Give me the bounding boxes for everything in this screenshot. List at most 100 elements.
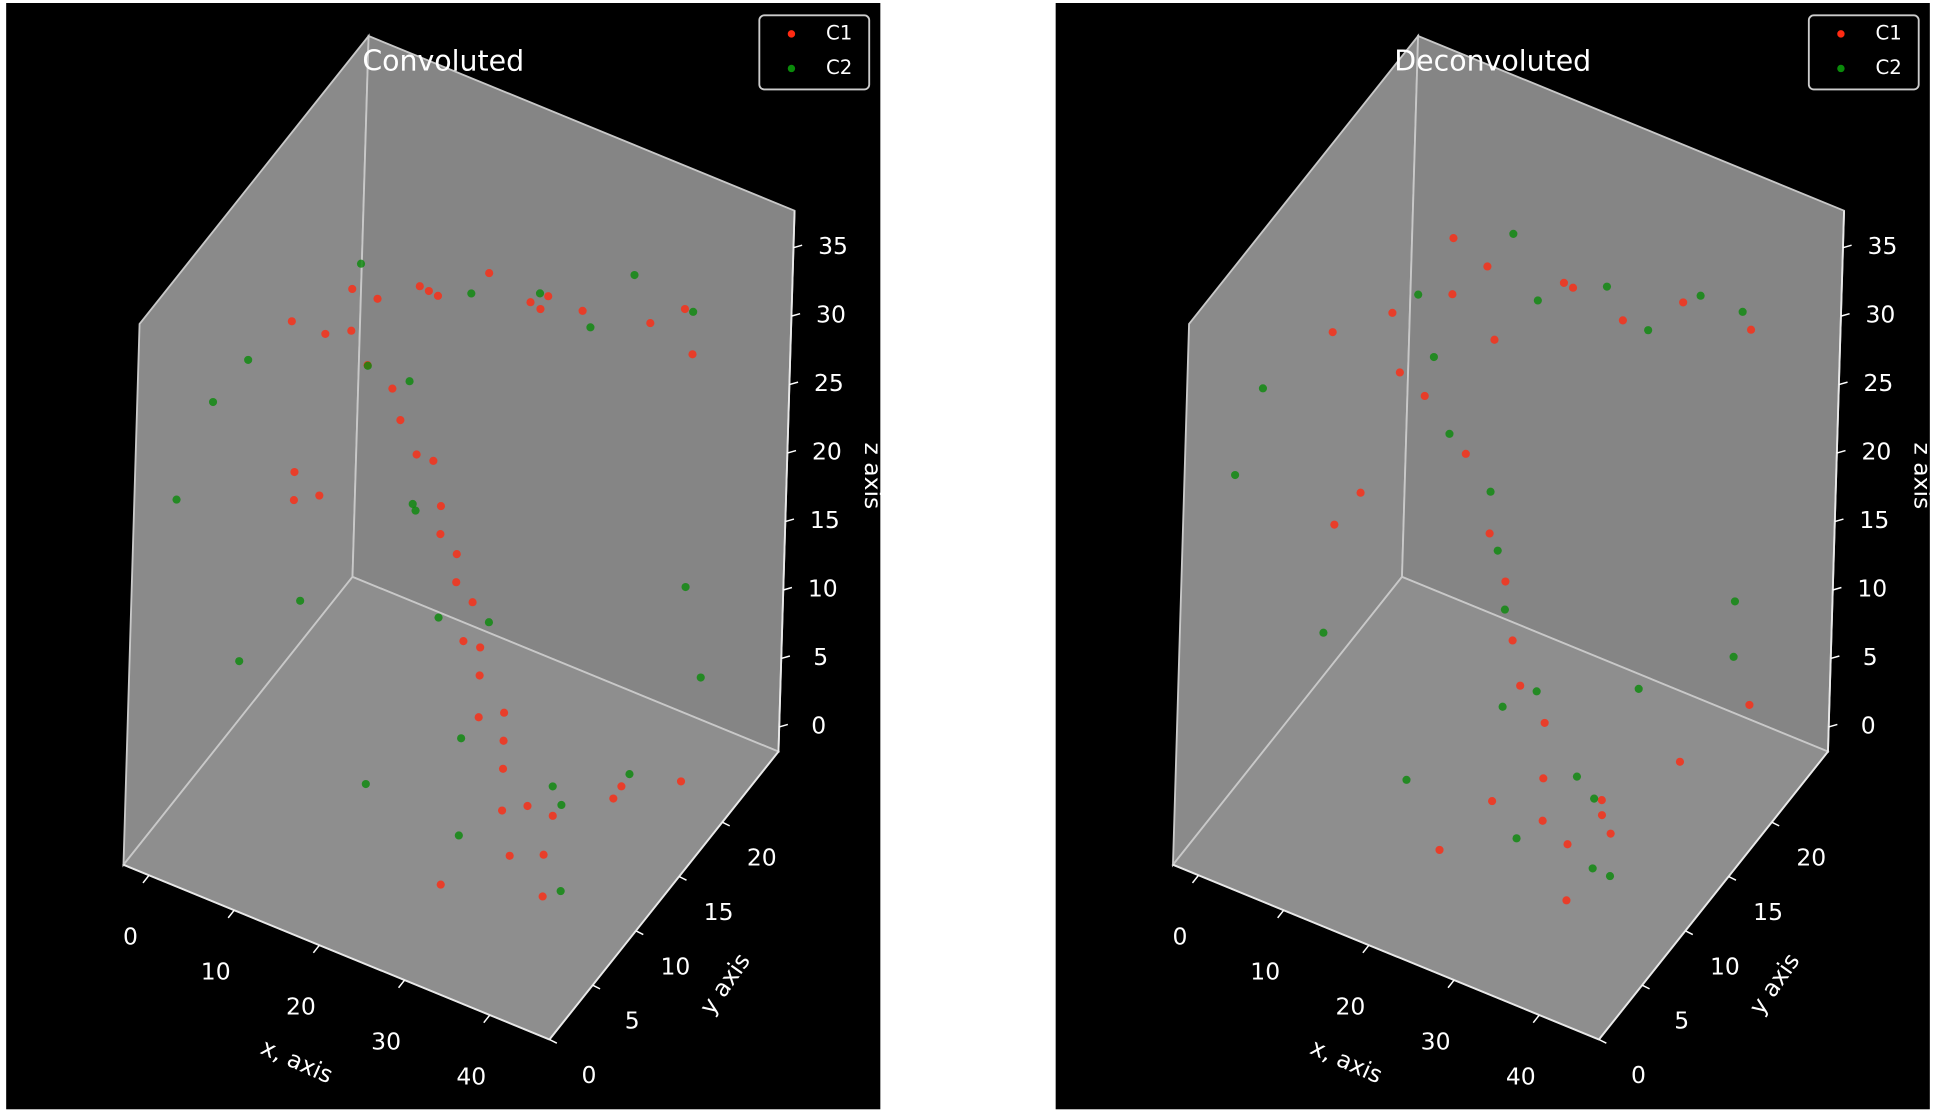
- z-tick: [791, 312, 801, 317]
- legend-marker: [1837, 64, 1845, 73]
- point: [348, 284, 357, 294]
- point: [459, 637, 468, 646]
- point: [1746, 325, 1756, 334]
- point: [1483, 262, 1492, 271]
- point: [1414, 290, 1423, 299]
- point: [1597, 796, 1606, 805]
- point: [363, 361, 372, 370]
- point: [1572, 772, 1582, 781]
- legend-marker: [787, 30, 796, 38]
- point: [1420, 391, 1429, 401]
- point: [361, 779, 370, 789]
- point: [476, 643, 485, 652]
- point: [1540, 718, 1549, 727]
- z-tick-label: 0: [1861, 711, 1876, 739]
- point: [578, 306, 587, 315]
- z-tick: [1828, 723, 1838, 728]
- z-tick: [793, 244, 803, 249]
- y-tick-label: 15: [1753, 898, 1783, 926]
- point: [536, 304, 545, 314]
- point: [429, 456, 438, 465]
- point: [405, 377, 414, 386]
- point: [505, 851, 514, 860]
- y-tick: [1641, 984, 1650, 990]
- z-tick-label: 10: [808, 574, 838, 602]
- y-tick-label: 0: [581, 1061, 596, 1089]
- z-tick-label: 20: [1861, 438, 1891, 466]
- legend-label: C1: [1876, 21, 1902, 44]
- point: [1606, 829, 1615, 838]
- z-tick: [1840, 312, 1850, 317]
- point: [1738, 307, 1747, 316]
- y-tick: [678, 875, 687, 881]
- point: [373, 294, 382, 303]
- y-tick-label: 0: [1631, 1061, 1646, 1089]
- point: [1568, 283, 1578, 292]
- x-tick-label: 10: [201, 958, 231, 986]
- x-tick: [1191, 874, 1200, 884]
- z-tick: [785, 518, 795, 523]
- point: [1532, 687, 1541, 696]
- point: [689, 307, 698, 316]
- y-tick: [721, 821, 731, 827]
- point: [1634, 684, 1643, 693]
- x-tick: [483, 1014, 491, 1024]
- point: [321, 329, 330, 338]
- point: [499, 736, 508, 745]
- point: [1730, 597, 1740, 606]
- point: [1563, 840, 1572, 849]
- point: [172, 495, 181, 504]
- z-tick: [1834, 518, 1844, 523]
- x-tick-label: 30: [371, 1028, 401, 1056]
- x-tick-label: 20: [1335, 993, 1365, 1021]
- point: [315, 491, 324, 500]
- y-tick-label: 20: [1796, 844, 1826, 872]
- point: [415, 282, 424, 291]
- point: [1328, 328, 1337, 337]
- point: [1330, 520, 1339, 529]
- point: [1512, 834, 1521, 843]
- x-tick: [312, 944, 321, 954]
- point: [388, 384, 397, 393]
- x-tick: [227, 909, 235, 919]
- y-tick: [1598, 1038, 1607, 1044]
- point: [235, 657, 244, 666]
- point: [1498, 702, 1507, 711]
- point: [411, 506, 420, 515]
- point: [1486, 487, 1495, 496]
- point: [1644, 326, 1653, 335]
- point: [1231, 470, 1240, 480]
- point: [681, 582, 690, 592]
- point: [433, 291, 443, 300]
- point: [408, 499, 417, 509]
- z-tick-label: 20: [812, 438, 842, 466]
- x-tick: [1362, 944, 1370, 954]
- point: [676, 777, 686, 786]
- point: [1729, 652, 1738, 661]
- point: [1461, 449, 1470, 458]
- legend-marker: [1837, 30, 1845, 38]
- z-tick-label: 0: [811, 711, 826, 739]
- z-tick-label: 35: [1868, 232, 1898, 260]
- z-tick-label: 10: [1857, 574, 1887, 602]
- point: [1449, 234, 1458, 243]
- point: [1500, 605, 1509, 614]
- legend-box: [1807, 14, 1920, 91]
- z-tick: [783, 586, 793, 591]
- point: [424, 286, 433, 296]
- point: [696, 673, 705, 682]
- point: [1485, 529, 1494, 538]
- x-tick: [142, 874, 150, 884]
- point: [467, 289, 476, 298]
- point: [1435, 845, 1444, 855]
- point: [434, 613, 443, 622]
- x-tick-label: 0: [123, 923, 138, 951]
- z-tick: [781, 655, 791, 660]
- y-tick: [549, 1038, 558, 1044]
- point: [452, 578, 461, 587]
- point: [1493, 546, 1502, 555]
- y-tick: [592, 984, 601, 990]
- legend-label: C2: [1876, 56, 1902, 79]
- point: [1590, 794, 1599, 803]
